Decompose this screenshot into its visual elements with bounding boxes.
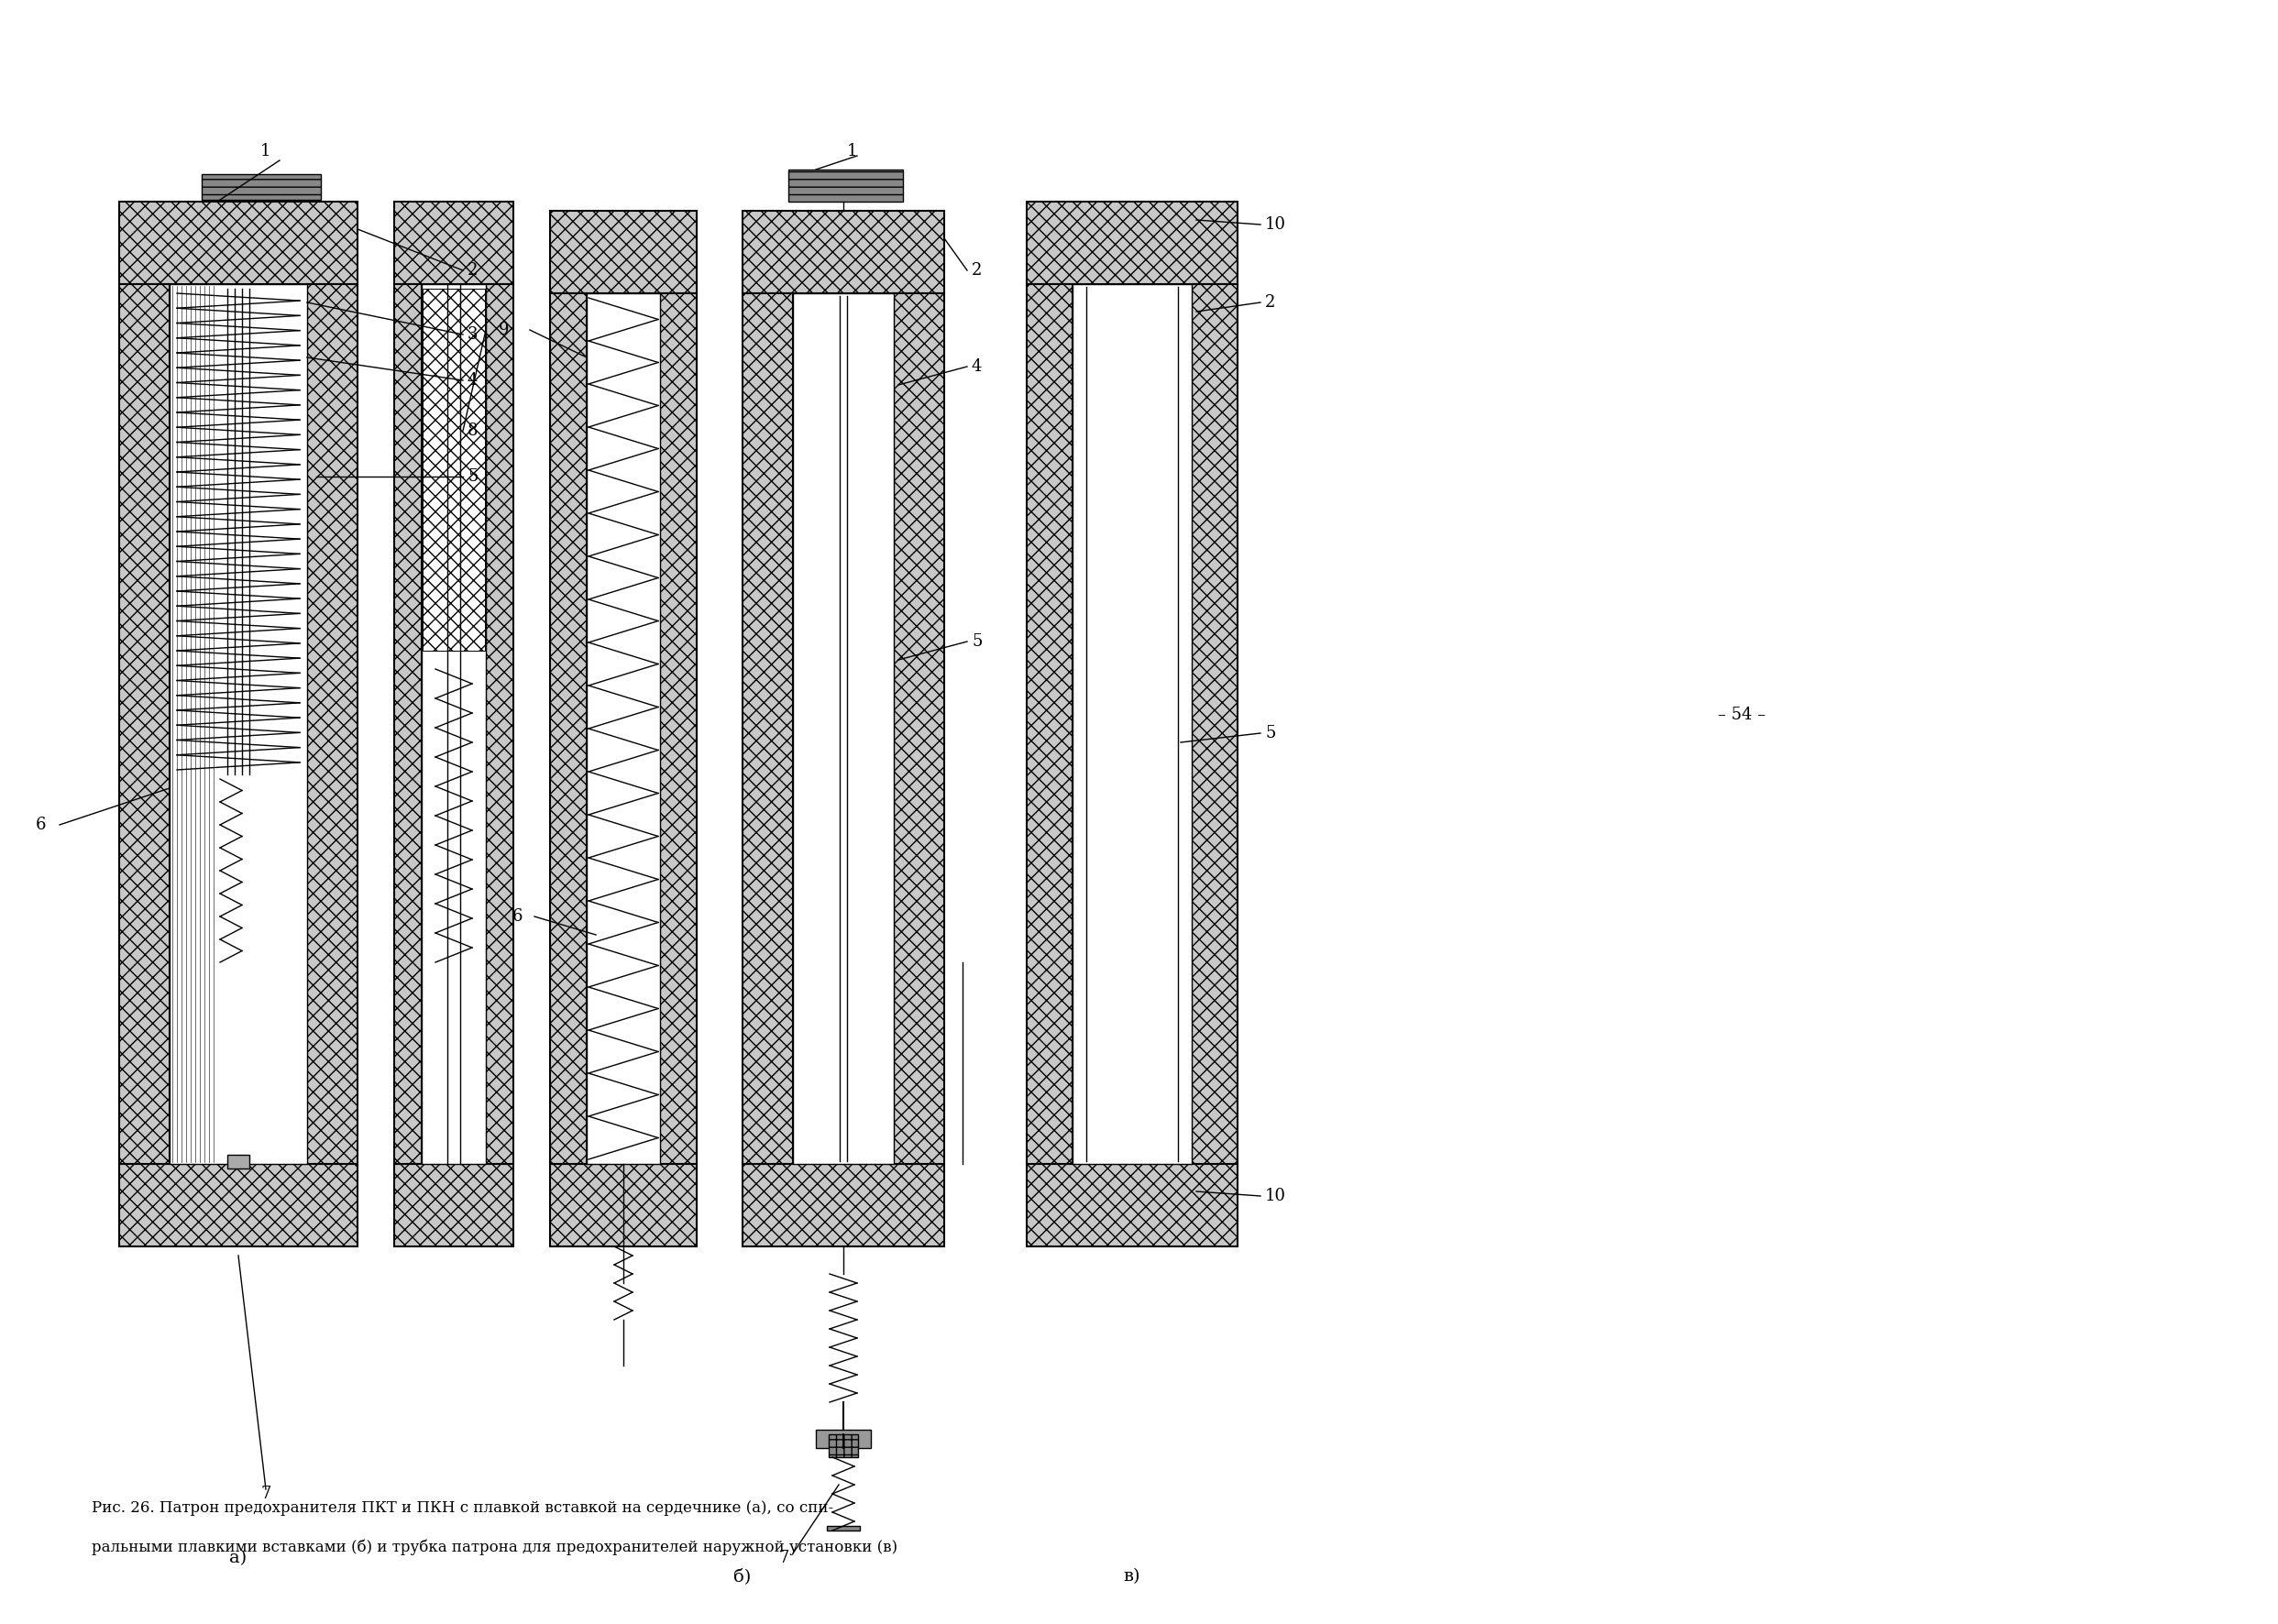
Polygon shape <box>1027 201 1237 284</box>
Polygon shape <box>485 284 513 1164</box>
Polygon shape <box>228 1155 248 1169</box>
Polygon shape <box>394 201 513 284</box>
Text: Рис. 26. Патрон предохранителя ПКТ и ПКН с плавкой вставкой на сердечнике (а), с: Рис. 26. Патрон предохранителя ПКТ и ПКН… <box>91 1501 834 1515</box>
Polygon shape <box>661 294 697 1164</box>
Text: 6: 6 <box>36 817 46 833</box>
Text: 10: 10 <box>1264 1187 1287 1205</box>
Polygon shape <box>549 211 697 294</box>
Polygon shape <box>424 289 485 651</box>
Polygon shape <box>394 1164 513 1246</box>
Polygon shape <box>118 1164 358 1246</box>
Polygon shape <box>743 1164 943 1246</box>
Polygon shape <box>793 294 893 1164</box>
Text: 2: 2 <box>1264 294 1276 310</box>
Polygon shape <box>169 284 308 1164</box>
Polygon shape <box>743 294 793 1164</box>
Text: 8: 8 <box>467 422 478 438</box>
Polygon shape <box>816 1429 870 1449</box>
Text: а): а) <box>230 1549 246 1566</box>
Text: 4: 4 <box>467 372 478 388</box>
Text: – 54 –: – 54 – <box>1718 706 1765 723</box>
Text: 6: 6 <box>513 908 524 924</box>
Polygon shape <box>827 1527 859 1530</box>
Text: 1: 1 <box>260 143 271 159</box>
Polygon shape <box>588 294 661 1164</box>
Polygon shape <box>829 1434 859 1457</box>
Polygon shape <box>421 284 485 1164</box>
Polygon shape <box>549 294 588 1164</box>
Polygon shape <box>394 284 421 1164</box>
Polygon shape <box>308 284 358 1164</box>
Text: 1: 1 <box>847 143 859 159</box>
Text: 10: 10 <box>1264 216 1287 232</box>
Text: 3: 3 <box>467 326 478 343</box>
Text: 5: 5 <box>467 468 478 486</box>
Polygon shape <box>743 211 943 294</box>
Polygon shape <box>118 284 169 1164</box>
Text: 2: 2 <box>467 261 478 279</box>
Polygon shape <box>549 1164 697 1246</box>
Polygon shape <box>1027 284 1073 1164</box>
Polygon shape <box>1191 284 1237 1164</box>
Text: 7: 7 <box>779 1549 788 1566</box>
Polygon shape <box>118 201 358 284</box>
Text: в): в) <box>1123 1569 1141 1585</box>
Text: ральными плавкими вставками (б) и трубка патрона для предохранителей наружной ус: ральными плавкими вставками (б) и трубка… <box>91 1540 898 1556</box>
Text: б): б) <box>734 1569 752 1585</box>
Text: 7: 7 <box>260 1486 271 1502</box>
Text: 4: 4 <box>973 359 982 375</box>
Polygon shape <box>203 174 321 200</box>
Polygon shape <box>1027 1164 1237 1246</box>
Text: 2: 2 <box>973 261 982 279</box>
Text: 9: 9 <box>499 322 508 338</box>
Text: 5: 5 <box>973 633 982 650</box>
Polygon shape <box>788 169 902 201</box>
Polygon shape <box>1073 284 1191 1164</box>
Polygon shape <box>893 294 943 1164</box>
Text: 5: 5 <box>1264 724 1276 742</box>
